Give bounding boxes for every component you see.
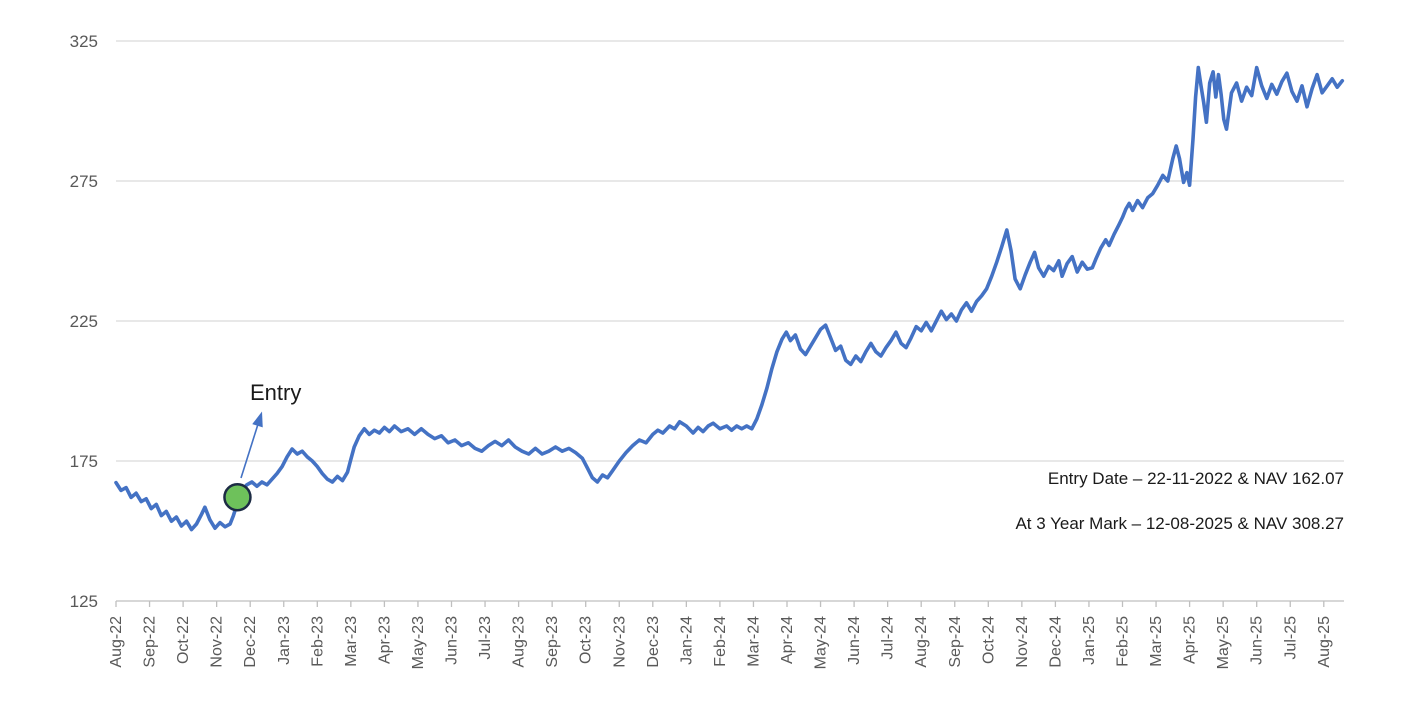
entry-date-annotation: Entry Date – 22-11-2022 & NAV 162.07 <box>1047 469 1344 488</box>
x-axis-label: May-25 <box>1215 616 1232 669</box>
x-axis-label: Mar-23 <box>343 616 360 667</box>
x-axis-label: Aug-25 <box>1316 616 1333 668</box>
x-axis-label: Jan-25 <box>1081 616 1098 665</box>
x-axis-label: May-24 <box>813 616 830 669</box>
x-axis-label: May-23 <box>410 616 427 669</box>
entry-arrow-head <box>252 411 263 428</box>
x-axis-label: Dec-24 <box>1047 616 1064 668</box>
x-axis-label: Nov-23 <box>611 616 628 668</box>
x-axis-label: Feb-23 <box>309 616 326 667</box>
x-axis-label: Mar-25 <box>1148 616 1165 667</box>
x-axis-label: Aug-23 <box>511 616 528 668</box>
x-axis-label: Aug-24 <box>913 616 930 668</box>
x-axis-label: Dec-23 <box>645 616 662 668</box>
x-axis-label: Jun-24 <box>846 616 863 665</box>
entry-marker <box>223 482 252 512</box>
x-axis-label: Jan-24 <box>678 616 695 665</box>
x-axis-label: Sep-24 <box>947 616 964 668</box>
x-axis-label: Dec-22 <box>242 616 259 668</box>
y-axis-label: 125 <box>70 592 98 611</box>
y-axis-label: 275 <box>70 172 98 191</box>
x-axis-label: Jul-24 <box>880 616 897 660</box>
x-axis-label: Jul-25 <box>1282 616 1299 660</box>
x-axis-label: Apr-25 <box>1182 616 1199 664</box>
x-axis-label: Oct-23 <box>578 616 595 664</box>
three-year-mark-annotation: At 3 Year Mark – 12-08-2025 & NAV 308.27 <box>1015 514 1344 533</box>
x-axis-label: Jan-23 <box>276 616 293 665</box>
entry-annotation-label: Entry <box>250 380 302 405</box>
x-axis-label: Jul-23 <box>477 616 494 660</box>
x-axis-label: Sep-23 <box>544 616 561 668</box>
y-axis-label: 325 <box>70 32 98 51</box>
x-axis-label: Apr-24 <box>779 616 796 664</box>
x-axis-label: Sep-22 <box>142 616 159 668</box>
x-axis-label: Oct-22 <box>175 616 192 664</box>
x-axis-label: Mar-24 <box>745 616 762 667</box>
x-axis-label: Apr-23 <box>376 616 393 664</box>
x-axis-label: Aug-22 <box>108 616 125 668</box>
x-axis-label: Jun-23 <box>444 616 461 665</box>
x-axis-label: Jun-25 <box>1249 616 1266 665</box>
y-axis-label: 175 <box>70 452 98 471</box>
x-axis-label: Nov-22 <box>209 616 226 668</box>
x-axis-label: Feb-25 <box>1115 616 1132 667</box>
entry-arrow-line <box>240 420 260 479</box>
x-axis-label: Oct-24 <box>980 616 997 664</box>
nav-series-line <box>114 65 1345 532</box>
x-axis-label: Nov-24 <box>1014 616 1031 668</box>
y-axis-label: 225 <box>70 312 98 331</box>
x-axis-label: Feb-24 <box>712 616 729 667</box>
